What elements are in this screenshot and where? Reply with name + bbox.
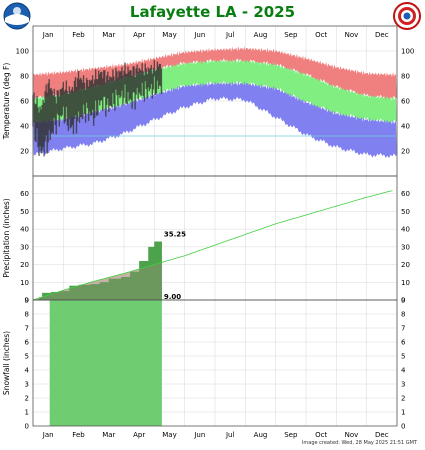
chart-title: Lafayette LA - 2025 (129, 3, 296, 21)
precip-overlap-area (33, 237, 162, 300)
y-tick-label-right: 20 (401, 261, 410, 269)
y-tick-label-left: 0 (25, 423, 29, 431)
y-tick-label-left: 6 (25, 339, 30, 347)
y-tick-label-right: 0 (401, 297, 405, 305)
y-tick-label-right: 40 (401, 226, 410, 234)
month-label-top: Jul (225, 31, 235, 39)
y-tick-label-left: 20 (20, 148, 29, 156)
y-tick-label-right: 4 (401, 367, 406, 375)
y-tick-label-left: 5 (25, 353, 29, 361)
month-label-bottom: Dec (375, 431, 389, 439)
y-tick-label-right: 3 (401, 381, 405, 389)
y-tick-label-right: 100 (401, 48, 414, 56)
y-tick-label-left: 4 (25, 367, 30, 375)
image-created-timestamp: Image created: Wed, 28 May 2025 21:51 GM… (301, 440, 417, 446)
month-label-bottom: Oct (315, 431, 327, 439)
y-tick-label-left: 2 (25, 395, 29, 403)
y-tick-label-left: 8 (25, 311, 29, 319)
actual-temperature-bars (32, 60, 163, 157)
precip-baseline-label: 9.00 (164, 293, 181, 301)
y-tick-label-right: 0 (401, 423, 405, 431)
y-tick-label-left: 60 (20, 98, 29, 106)
month-label-top: Sep (284, 31, 298, 39)
y-tick-label-right: 30 (401, 243, 410, 251)
month-label-top: Dec (375, 31, 389, 39)
y-tick-label-right: 2 (401, 395, 405, 403)
month-label-bottom: Apr (133, 431, 145, 439)
y-tick-label-right: 7 (401, 325, 405, 333)
month-label-top: Apr (133, 31, 145, 39)
y-tick-label-left: 0 (25, 297, 29, 305)
y-tick-label-right: 10 (401, 279, 410, 287)
snowfall-area (49, 300, 162, 426)
y-tick-label-left: 1 (25, 409, 29, 417)
month-label-bottom: Nov (345, 431, 359, 439)
y-axis-label: Temperature (deg F) (2, 63, 11, 141)
y-tick-label-left: 40 (20, 123, 29, 131)
month-label-top: Nov (345, 31, 359, 39)
y-tick-label-left: 60 (20, 190, 29, 198)
y-axis-label: Precipitation (inches) (2, 198, 11, 277)
nws-logo-icon (393, 2, 421, 30)
y-tick-label-left: 80 (20, 73, 29, 81)
y-tick-label-left: 10 (20, 279, 29, 287)
y-tick-label-left: 3 (25, 381, 29, 389)
y-tick-label-left: 7 (25, 325, 29, 333)
y-tick-label-left: 30 (20, 243, 29, 251)
month-label-top: May (162, 31, 176, 39)
precip-total-label: 35.25 (164, 231, 186, 239)
month-label-top: Jun (193, 31, 205, 39)
y-tick-label-right: 60 (401, 98, 410, 106)
record-high-band (33, 46, 397, 101)
month-label-bottom: Aug (254, 431, 268, 439)
precip-normal-line (32, 190, 393, 301)
y-axis-label: Snowfall (inches) (2, 331, 11, 395)
panel-border (32, 299, 398, 427)
month-label-top: Mar (102, 31, 115, 39)
y-tick-label-left: 9 (25, 297, 29, 305)
y-tick-label-right: 40 (401, 123, 410, 131)
y-tick-label-left: 50 (20, 208, 29, 216)
y-tick-label-right: 5 (401, 353, 405, 361)
normal-band (33, 58, 397, 124)
month-label-top: Oct (315, 31, 327, 39)
month-label-bottom: Mar (102, 431, 115, 439)
month-label-bottom: Feb (72, 431, 85, 439)
month-label-bottom: May (162, 431, 176, 439)
record-low-band (33, 80, 397, 158)
noaa-logo-icon (3, 2, 31, 30)
y-tick-label-right: 60 (401, 190, 410, 198)
y-tick-label-right: 9 (401, 297, 405, 305)
y-tick-label-right: 20 (401, 148, 410, 156)
month-label-bottom: Jul (225, 431, 235, 439)
month-label-top: Jan (42, 31, 54, 39)
month-label-bottom: Sep (284, 431, 298, 439)
y-tick-label-right: 80 (401, 73, 410, 81)
y-tick-label-left: 40 (20, 226, 29, 234)
y-tick-label-left: 100 (16, 48, 29, 56)
y-tick-label-right: 50 (401, 208, 410, 216)
month-label-top: Feb (72, 31, 85, 39)
y-tick-label-right: 8 (401, 311, 405, 319)
month-label-bottom: Jan (42, 431, 54, 439)
y-tick-label-right: 1 (401, 409, 405, 417)
month-label-bottom: Jun (193, 431, 205, 439)
month-label-top: Aug (254, 31, 268, 39)
y-tick-label-right: 6 (401, 339, 406, 347)
y-tick-label-left: 20 (20, 261, 29, 269)
